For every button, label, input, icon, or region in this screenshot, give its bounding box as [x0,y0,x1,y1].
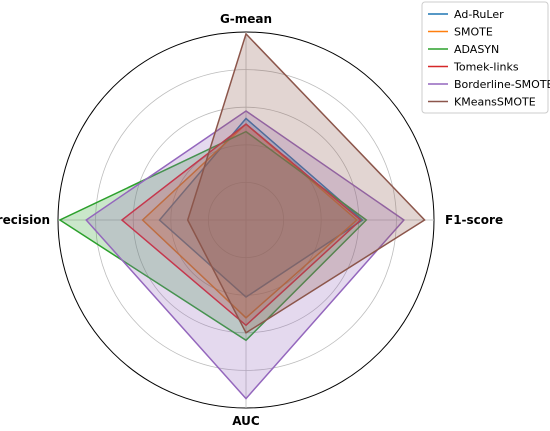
legend-entry: KMeansSMOTE [454,96,536,109]
radar-series [58,32,426,400]
legend: Ad-RuLer SMOTE ADASYN Tomek-links Borderline… [421,1,550,114]
legend-entry: Borderline-SMOTE [454,78,550,91]
legend-entry: Ad-RuLer [454,8,504,21]
axis-label-g-mean: G-mean [220,12,272,26]
axis-labels: G-mean F1-score AUC Precision [0,12,503,428]
legend-entry: SMOTE [454,26,493,39]
series-polygon-kmeanssmote [186,32,426,334]
series-polygon-smote [141,123,359,319]
axis-label-precision: Precision [0,213,50,227]
legend-entry: Tomek-links [453,61,519,74]
axis-label-auc: AUC [232,414,260,428]
legend-entry: ADASYN [454,43,499,56]
series-polygon-tomek-links [120,123,362,327]
legend-box [421,1,549,114]
axis-label-f1-score: F1-score [445,213,503,227]
series-polygon-borderline-smote [85,110,406,400]
series-polygon-ad-ruler [158,117,364,299]
radar-grid [57,31,435,409]
